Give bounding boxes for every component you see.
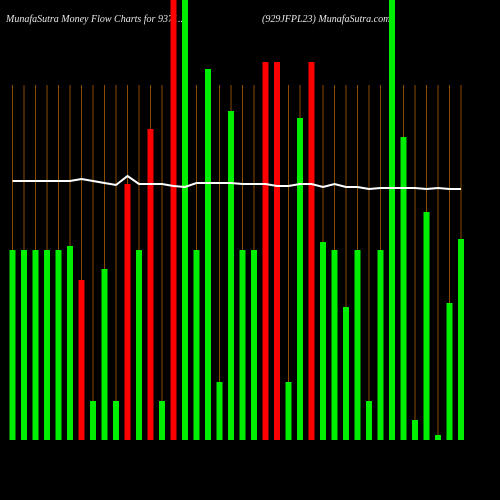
chart-title: MunafaSutra Money Flow Charts for 9371..… bbox=[5, 14, 185, 25]
line bbox=[12, 174, 461, 191]
bar bbox=[170, 0, 177, 440]
bar bbox=[297, 118, 303, 440]
bar bbox=[67, 246, 73, 440]
bar bbox=[251, 250, 257, 440]
bar bbox=[343, 307, 349, 440]
bar bbox=[412, 420, 418, 440]
bar bbox=[285, 382, 292, 440]
bar bbox=[262, 62, 269, 440]
bar bbox=[147, 129, 154, 440]
chart-subtitle: (929JFPL23) MunafaSutra.com bbox=[262, 14, 390, 25]
bar bbox=[55, 250, 62, 440]
bar bbox=[435, 435, 441, 440]
bar bbox=[239, 250, 246, 440]
bar bbox=[423, 212, 430, 440]
bar bbox=[9, 250, 16, 440]
bar bbox=[78, 280, 85, 440]
bar bbox=[320, 242, 326, 440]
bar bbox=[159, 401, 165, 440]
bar bbox=[205, 69, 211, 440]
bar bbox=[228, 111, 234, 440]
bar bbox=[354, 250, 361, 440]
bar bbox=[124, 184, 131, 440]
bar bbox=[366, 401, 372, 440]
bar bbox=[377, 250, 384, 440]
bar bbox=[90, 401, 96, 440]
bar bbox=[193, 250, 200, 440]
bar bbox=[101, 269, 108, 440]
bar bbox=[458, 239, 464, 440]
bar bbox=[216, 382, 223, 440]
bar bbox=[274, 62, 280, 440]
bar bbox=[389, 0, 395, 440]
bar bbox=[32, 250, 39, 440]
bar bbox=[182, 0, 188, 440]
bar bbox=[44, 250, 50, 440]
bar bbox=[331, 250, 338, 440]
bar bbox=[446, 303, 453, 440]
bar bbox=[136, 250, 142, 440]
bar bbox=[21, 250, 27, 440]
bar bbox=[308, 62, 315, 440]
bar bbox=[400, 137, 407, 440]
bar bbox=[113, 401, 119, 440]
